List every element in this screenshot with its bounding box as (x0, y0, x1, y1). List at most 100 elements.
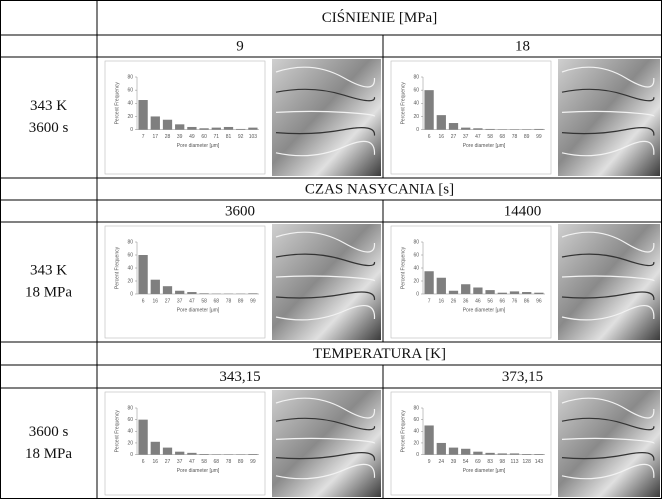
y-tick-label: 60 (127, 417, 133, 423)
bar (534, 293, 543, 294)
bar (199, 293, 208, 294)
y-tick-label: 20 (127, 440, 133, 446)
x-tick-label: 99 (250, 298, 256, 304)
x-tick-label: 16 (153, 298, 159, 304)
x-tick-label: 16 (439, 298, 445, 304)
x-tick-label: 76 (512, 298, 518, 304)
section-header: CZAS NASYCANIA [s] (305, 181, 454, 197)
x-tick-label: 16 (153, 459, 159, 465)
x-tick-label: 47 (475, 134, 481, 140)
sem-image (558, 390, 660, 497)
x-axis-label: Pore diameter [μm] (177, 143, 220, 149)
x-tick-label: 66 (500, 298, 506, 304)
x-tick-label: 28 (165, 134, 171, 140)
y-tick-label: 40 (413, 101, 419, 107)
x-tick-label: 78 (226, 298, 232, 304)
sem-image (558, 224, 660, 340)
section-header: CIŚNIENIE [MPa] (322, 9, 437, 26)
bar (187, 127, 196, 130)
bar (498, 453, 507, 454)
x-tick-label: 54 (463, 459, 469, 465)
x-tick-label: 39 (451, 459, 457, 465)
x-tick-label: 68 (500, 134, 506, 140)
column-header: 343,15 (219, 369, 260, 385)
row-label: 3600 s (29, 424, 69, 440)
bar (437, 278, 446, 294)
bar (510, 453, 519, 454)
sem-image (272, 390, 381, 497)
y-tick-label: 20 (127, 114, 133, 120)
bar (424, 271, 433, 294)
y-tick-label: 80 (413, 239, 419, 245)
x-tick-label: 27 (165, 459, 171, 465)
y-tick-label: 20 (413, 440, 419, 446)
x-tick-label: 83 (487, 459, 493, 465)
x-tick-label: 9 (428, 459, 431, 465)
x-tick-label: 46 (475, 298, 481, 304)
x-tick-label: 7 (428, 298, 431, 304)
y-tick-label: 80 (127, 239, 133, 245)
y-tick-label: 60 (413, 87, 419, 93)
x-tick-label: 68 (214, 459, 220, 465)
bar (199, 128, 208, 129)
x-tick-label: 86 (524, 298, 530, 304)
bar (461, 128, 470, 130)
bar (163, 286, 172, 294)
x-tick-label: 68 (214, 298, 220, 304)
y-tick-label: 80 (413, 405, 419, 411)
x-tick-label: 47 (189, 459, 195, 465)
y-tick-label: 80 (127, 405, 133, 411)
x-tick-label: 89 (238, 459, 244, 465)
row-label: 343 K (30, 98, 67, 114)
y-tick-label: 60 (127, 252, 133, 258)
y-tick-label: 40 (127, 429, 133, 435)
bar (138, 100, 147, 130)
x-tick-label: 92 (238, 134, 244, 140)
sem-image (272, 59, 381, 176)
bar (151, 116, 160, 129)
y-tick-label: 0 (130, 127, 133, 133)
x-tick-label: 37 (463, 134, 469, 140)
x-tick-label: 143 (535, 459, 544, 465)
y-tick-label: 20 (127, 278, 133, 284)
y-axis-label: Percent Frequency (114, 82, 120, 125)
bar (236, 129, 245, 130)
x-axis-label: Pore diameter [μm] (177, 307, 220, 313)
x-tick-label: 60 (201, 134, 207, 140)
row-label: 18 MPa (25, 284, 72, 300)
bar (510, 291, 519, 294)
bar (248, 128, 257, 130)
y-tick-label: 60 (127, 87, 133, 93)
bar (163, 120, 172, 130)
bar (424, 425, 433, 454)
bar (449, 123, 458, 130)
x-tick-label: 27 (165, 298, 171, 304)
x-tick-label: 47 (189, 298, 195, 304)
x-tick-label: 49 (189, 134, 195, 140)
bar (522, 454, 531, 455)
y-tick-label: 20 (413, 278, 419, 284)
x-tick-label: 78 (512, 134, 518, 140)
x-axis-label: Pore diameter [μm] (463, 143, 506, 149)
x-tick-label: 27 (451, 134, 457, 140)
column-header: 14400 (504, 203, 542, 219)
x-tick-label: 58 (201, 298, 207, 304)
sem-image (558, 59, 660, 176)
bar (224, 127, 233, 130)
x-tick-label: 81 (226, 134, 232, 140)
x-tick-label: 58 (487, 134, 493, 140)
x-tick-label: 89 (524, 134, 530, 140)
bar (534, 454, 543, 455)
bar (449, 291, 458, 294)
bar (151, 442, 160, 455)
bar (473, 128, 482, 129)
bar (163, 448, 172, 455)
row-label: 18 MPa (25, 446, 72, 462)
y-tick-label: 40 (413, 429, 419, 435)
y-tick-label: 0 (130, 291, 133, 297)
x-tick-label: 89 (238, 298, 244, 304)
column-header: 3600 (225, 203, 255, 219)
x-tick-label: 128 (523, 459, 532, 465)
bar (461, 449, 470, 455)
bar (424, 90, 433, 129)
